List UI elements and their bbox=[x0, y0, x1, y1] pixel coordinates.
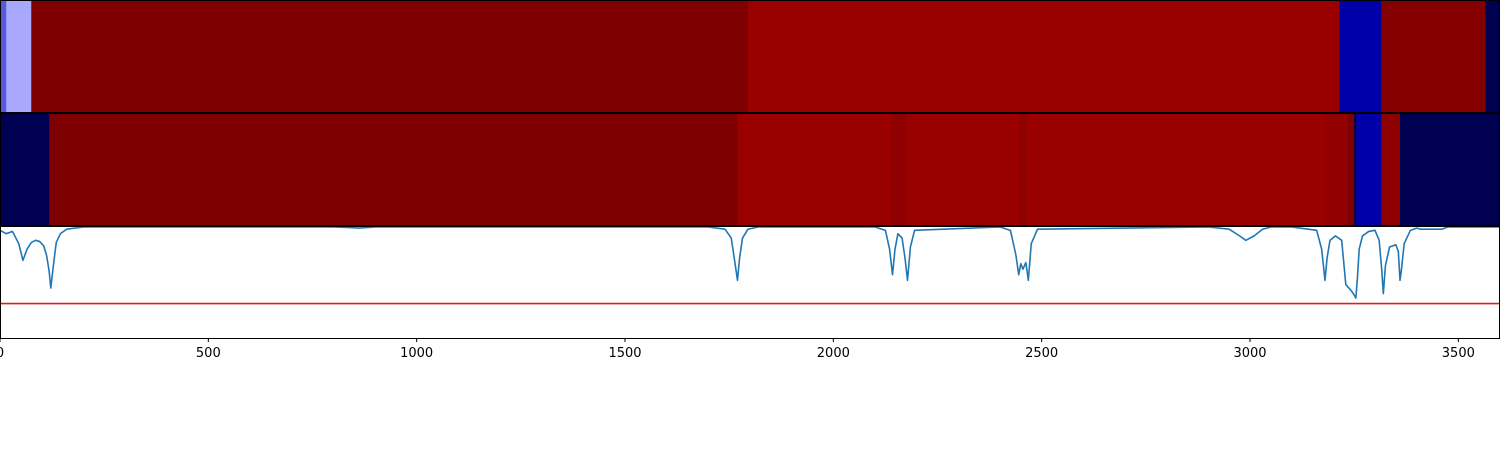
x-tick-label-2000: 2000 bbox=[817, 346, 850, 361]
band-2-segment-12 bbox=[1381, 114, 1401, 225]
band-1-segment-1 bbox=[0, 1, 7, 112]
band-2-segment-4 bbox=[890, 114, 907, 225]
band-2-segment-9 bbox=[1347, 114, 1355, 225]
x-tick-label-2500: 2500 bbox=[1025, 346, 1058, 361]
band-2-segment-2 bbox=[49, 114, 739, 225]
band-1-segment-3 bbox=[31, 1, 749, 112]
band-2-segment-5 bbox=[906, 114, 1020, 225]
heatmap-band-2 bbox=[0, 114, 1500, 225]
band-1-segment-6 bbox=[1381, 1, 1487, 112]
band-1-segment-2 bbox=[6, 1, 32, 112]
signal-line-panel bbox=[0, 227, 1500, 338]
band-1-segment-7 bbox=[1485, 1, 1500, 112]
band-2-segment-13 bbox=[1400, 114, 1500, 225]
band-2-segment-3 bbox=[737, 114, 892, 225]
x-tick-label-1500: 1500 bbox=[608, 346, 641, 361]
x-tick-label-3000: 3000 bbox=[1233, 346, 1266, 361]
band-2-segment-1 bbox=[0, 114, 50, 225]
line-panel-background bbox=[0, 227, 1500, 338]
band-2-segment-10 bbox=[1354, 114, 1357, 225]
x-tick-label-0: 0 bbox=[0, 346, 4, 361]
x-axis: 0 500 1000 1500 2000 2500 3000 3500 bbox=[0, 338, 1475, 361]
x-tick-label-500: 500 bbox=[196, 346, 221, 361]
x-tick-label-1000: 1000 bbox=[400, 346, 433, 361]
band-1-segment-4 bbox=[747, 1, 1341, 112]
band-2-segment-8 bbox=[1325, 114, 1349, 225]
band-2-segment-6 bbox=[1018, 114, 1028, 225]
x-tick-label-3500: 3500 bbox=[1442, 346, 1475, 361]
band-2-segment-7 bbox=[1027, 114, 1326, 225]
signal-line bbox=[0, 227, 1500, 299]
band-2-segment-11 bbox=[1356, 114, 1382, 225]
band-1-segment-5 bbox=[1339, 1, 1382, 112]
heatmap-band-1 bbox=[0, 1, 1500, 112]
